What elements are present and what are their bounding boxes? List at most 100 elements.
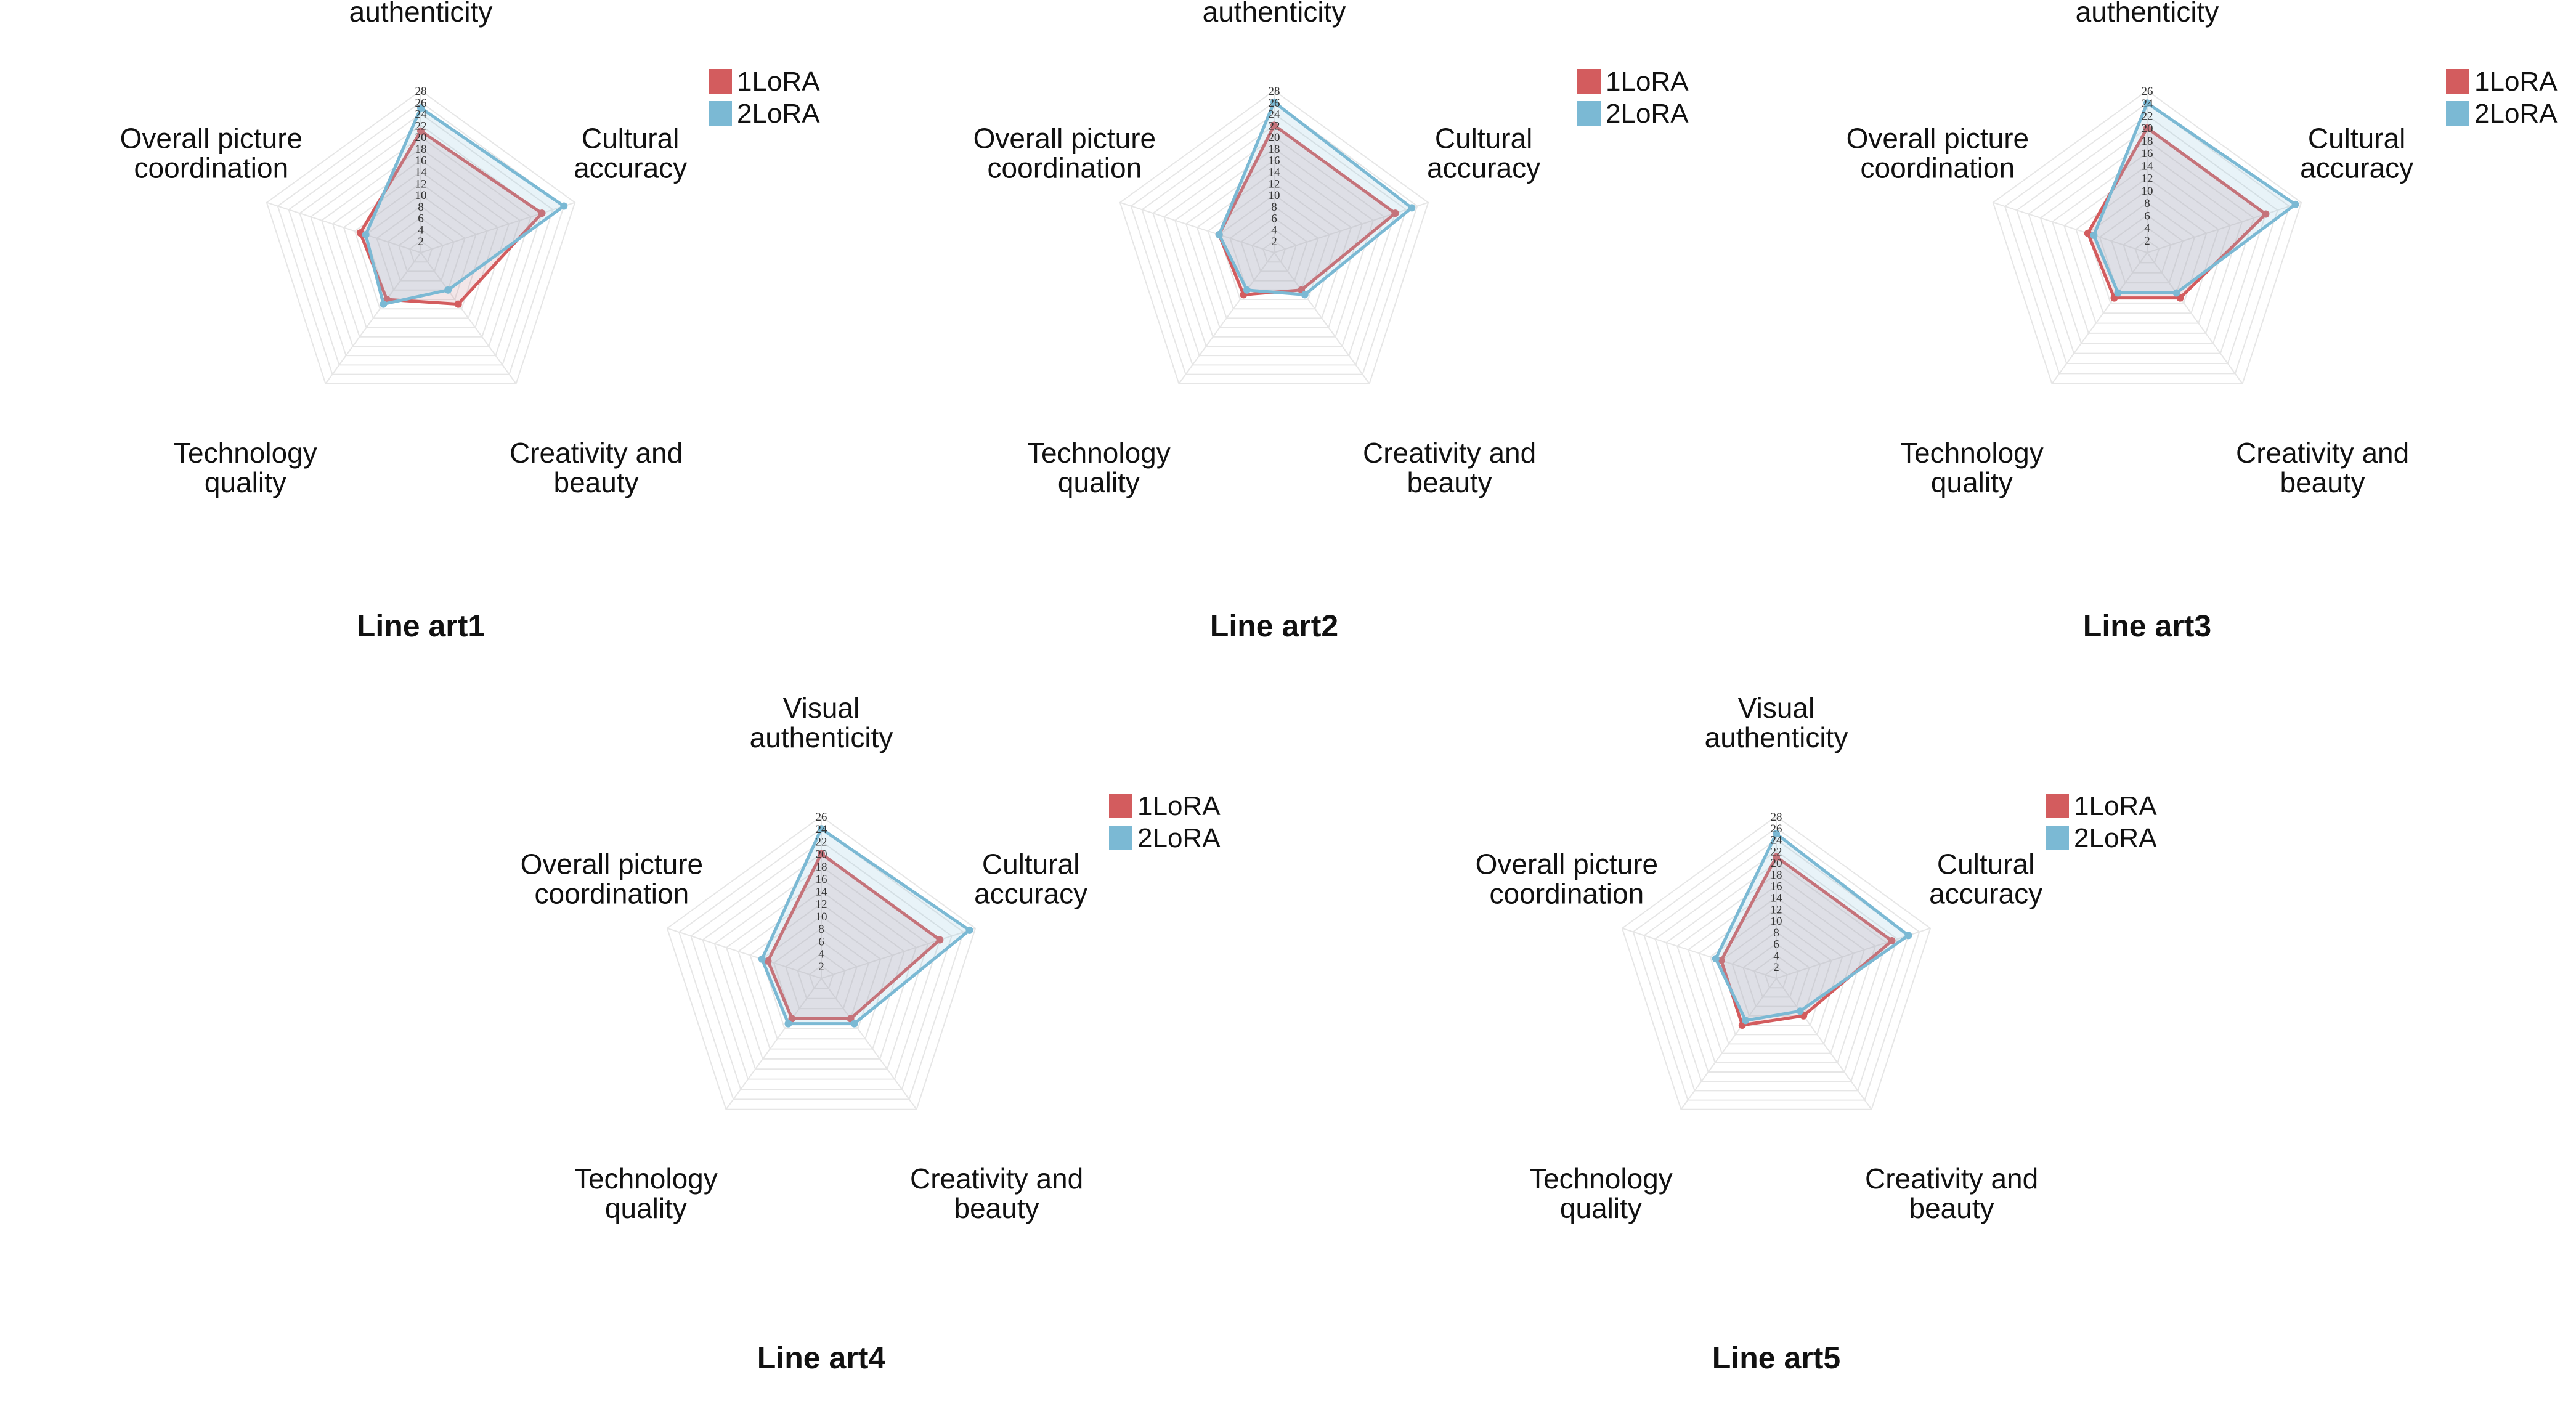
legend-label-1lora: 1LoRA [2474, 67, 2558, 97]
series-area-2lora [364, 106, 566, 306]
tick-label: 22 [816, 835, 827, 848]
grid-ring [376, 205, 466, 291]
legend-swatch-2lora [1109, 826, 1132, 850]
grid-ring [310, 136, 532, 347]
data-point-2lora-technology-quality [1742, 1017, 1750, 1025]
grid-ring [808, 965, 834, 989]
data-point-2lora-cultural-accuracy [2291, 200, 2299, 208]
grid-ring [1753, 954, 1799, 998]
legend-swatch-2lora [2046, 826, 2069, 850]
grid-ring [331, 159, 510, 328]
grid-ring [1229, 205, 1319, 291]
tick-label: 16 [415, 155, 427, 168]
data-point-1lora-cultural-accuracy [2262, 210, 2270, 218]
tick-label: 10 [1269, 189, 1280, 202]
legend-swatch-2lora [2446, 101, 2469, 126]
grid-ring [1130, 101, 1418, 375]
legend-label-2lora: 2LoRA [1137, 823, 1221, 853]
chart-title: Line art5 [1712, 1341, 1840, 1375]
grid-ring [690, 840, 953, 1090]
axis-label-creativity-and-beauty: Creativity and beauty [1865, 1163, 2038, 1224]
grid-ring [1240, 217, 1308, 282]
grid-ring [1676, 873, 1876, 1063]
tick-label: 18 [2142, 135, 2153, 148]
series-area-1lora [1720, 855, 1894, 1027]
tick-label: 4 [2144, 222, 2150, 235]
data-point-1lora-cultural-accuracy [936, 936, 944, 944]
axis-spoke [1274, 201, 1429, 253]
axis-spoke [2147, 252, 2243, 384]
tick-label: 20 [1269, 131, 1280, 144]
axis-label-cultural-accuracy: Cultural accuracy [1427, 123, 1540, 184]
tick-label: 18 [1771, 869, 1782, 882]
tick-label: 18 [415, 143, 427, 156]
grid-ring [1141, 113, 1407, 366]
tick-label: 14 [1771, 892, 1783, 905]
legend-swatch-1lora [2446, 69, 2469, 94]
data-point-2lora-overall-picture-coordination [1712, 955, 1720, 963]
legend-label-1lora: 1LoRA [1606, 67, 1689, 97]
tick-label: 20 [816, 848, 827, 861]
data-point-1lora-cultural-accuracy [1391, 209, 1399, 217]
tick-label: 16 [1269, 155, 1280, 168]
tick-label: 6 [1773, 938, 1779, 951]
data-point-2lora-visual-authenticity [2143, 99, 2151, 107]
grid-ring [1665, 861, 1887, 1073]
axis-spoke [2051, 252, 2148, 384]
grid-ring [2111, 214, 2184, 284]
tick-label: 24 [816, 823, 828, 836]
axis-label-cultural-accuracy: Cultural accuracy [2300, 123, 2413, 184]
tick-label: 26 [1771, 822, 1782, 835]
data-point-2lora-overall-picture-coordination [362, 230, 370, 238]
axis-label-creativity-and-beauty: Creativity and beauty [1363, 437, 1536, 498]
axis-spoke [821, 978, 917, 1110]
tick-label: 22 [1771, 845, 1782, 858]
grid-ring [678, 827, 965, 1100]
axis-label-cultural-accuracy: Cultural accuracy [974, 848, 1087, 910]
tick-label: 18 [1269, 143, 1280, 156]
tick-label: 20 [2142, 123, 2153, 136]
tick-label: 12 [816, 898, 827, 911]
grid-ring [1742, 943, 1810, 1007]
axis-spoke [725, 978, 822, 1110]
tick-label: 14 [2142, 160, 2154, 173]
data-point-2lora-creativity-and-beauty [444, 286, 452, 294]
grid-ring [1119, 89, 1429, 384]
data-point-1lora-visual-authenticity [818, 850, 825, 858]
grid-ring [1262, 240, 1286, 263]
axis-label-overall-picture-coordination: Overall picture coordination [1847, 123, 2030, 184]
grid-rings [1119, 89, 1429, 384]
axis-spoke [266, 201, 421, 253]
legend-label-2lora: 2LoRA [2074, 823, 2157, 853]
tick-label: 2 [818, 960, 824, 973]
data-point-2lora-technology-quality [1243, 286, 1251, 294]
tick-label: 20 [415, 131, 427, 144]
grid-ring [1621, 815, 1932, 1110]
tick-label: 4 [1271, 224, 1277, 237]
tick-label: 10 [816, 911, 827, 924]
axis-spoke [2147, 201, 2302, 253]
tick-label: 10 [1771, 915, 1782, 928]
data-point-1lora-visual-authenticity [1270, 121, 1278, 129]
grid-ring [737, 890, 905, 1050]
series-area-1lora [766, 852, 941, 1020]
data-point-1lora-cultural-accuracy [538, 209, 546, 217]
tick-label: 18 [816, 861, 827, 874]
tick-label: 22 [1269, 120, 1280, 132]
tick-label: 8 [2144, 197, 2150, 210]
tick-label: 12 [415, 177, 427, 190]
grid-ring [1251, 229, 1297, 272]
grid-ring [1720, 919, 1832, 1026]
axis-label-creativity-and-beauty: Creativity and beauty [910, 1163, 1083, 1224]
data-point-2lora-overall-picture-coordination [2090, 231, 2098, 239]
data-point-1lora-overall-picture-coordination [2084, 229, 2092, 237]
grid-ring [2123, 227, 2172, 274]
tick-label: 4 [418, 224, 424, 237]
